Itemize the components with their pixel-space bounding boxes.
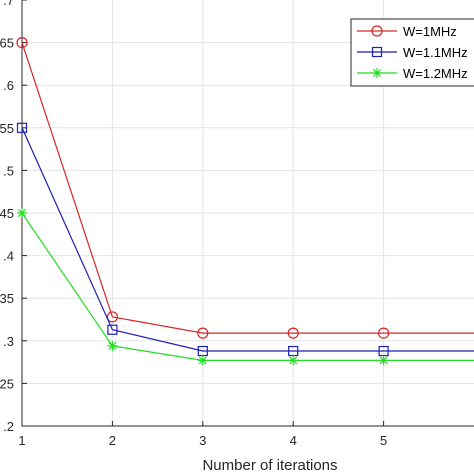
legend-entry: W=1MHz (357, 24, 457, 39)
y-tick-label: .65 (0, 36, 14, 51)
series-2 (16, 122, 474, 357)
legend-entry: W=1.1MHz (357, 45, 468, 60)
series-line (21, 212, 474, 361)
data-point (288, 355, 299, 366)
y-tick-label: .25 (0, 376, 14, 391)
legend-marker (371, 46, 383, 58)
y-tick-label: .6 (3, 78, 14, 93)
y-tick-label: .3 (3, 334, 14, 349)
y-tick-label: .35 (0, 291, 14, 306)
legend-label: W=1MHz (403, 24, 457, 39)
series-1 (16, 36, 474, 339)
legend-marker (371, 25, 383, 37)
data-point (17, 208, 27, 218)
data-point (16, 36, 28, 49)
data-point (107, 324, 118, 335)
legend-label: W=1.2MHz (403, 66, 468, 81)
y-tick-label: .7 (3, 0, 14, 8)
y-tick-label: .2 (3, 419, 14, 434)
data-point (378, 327, 390, 339)
data-point (378, 355, 389, 366)
data-point (107, 340, 118, 351)
series-3 (17, 208, 474, 366)
legend-entry: W=1.2MHz (357, 66, 468, 81)
legend-label: W=1.1MHz (403, 45, 468, 60)
y-tick-label: .5 (3, 163, 14, 178)
x-tick-label: 2 (109, 433, 116, 448)
y-tick-label: .55 (0, 121, 14, 136)
legend-marker (372, 68, 382, 78)
y-tick-label: .4 (3, 249, 14, 264)
series-line (21, 42, 474, 334)
axis-ticks: .2 .25 .3 .35 .4 .45 .5 .55 .6 .65 .7 1 2 3 4 5 (0, 0, 387, 448)
x-tick-label: 4 (290, 433, 297, 448)
data-point (16, 122, 28, 133)
series-line (21, 127, 474, 352)
x-tick-label: 1 (18, 433, 25, 448)
x-tick-label: 5 (380, 433, 387, 448)
data-point (197, 327, 209, 339)
y-tick-label: .45 (0, 206, 14, 221)
data-point (197, 355, 208, 366)
series-group (16, 36, 474, 366)
x-axis-label: Number of iterations (202, 457, 337, 474)
legend: W=1MHz W=1.1MHz W=1.2MHz (350, 18, 474, 87)
data-point (106, 311, 119, 323)
data-point (287, 327, 299, 339)
x-tick-label: 3 (199, 433, 206, 448)
